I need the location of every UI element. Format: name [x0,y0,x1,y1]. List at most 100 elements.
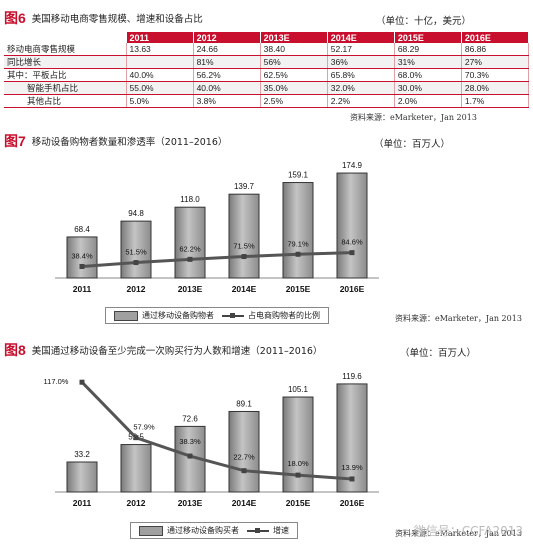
bar [282,182,314,279]
fig7-chart: 68.4 2011 94.8 2012 118.0 2013E 139.7 2014E 159.… [55,161,379,294]
legend-line-item: 占电商购物者的比例 [222,310,320,321]
line-point [349,476,355,482]
x-tick-label: 2016E [340,498,365,508]
fig7-header: 图7 移动设备购物者数量和渗透率（2011–2016） [4,133,227,149]
row-label: 智能手机占比 [4,81,127,95]
bar [66,461,98,493]
bar-value-label: 94.8 [128,209,144,218]
fig7-unit: （单位：百万人） [374,139,451,150]
bar [174,206,206,279]
line-value-label: 18.0% [287,459,309,468]
bar-value-label: 105.1 [288,385,309,394]
line-value-label: 13.9% [341,463,363,472]
legend-line-label: 增速 [273,526,289,535]
line-point [187,256,193,262]
table-header-cell: 2013E [260,32,328,43]
line-point [187,453,193,459]
bar-value-label: 159.1 [288,171,309,180]
table-row: 其他占比 5.0% 3.8% 2.5% 2.2% 2.0% 1.7% [4,94,530,108]
table-row: 智能手机占比 55.0% 40.0% 35.0% 32.0% 30.0% 28.0% [4,81,530,95]
line-value-label: 79.1% [287,239,309,248]
line-point [133,260,139,266]
table-cell: 55.0% [126,81,194,95]
line-value-label: 51.5% [125,248,147,257]
x-tick-label: 2014E [232,284,257,294]
table-header-cell: 2016E [461,32,530,43]
table-cell: 86.86 [461,43,530,56]
table-header-cell: 2014E [327,32,395,43]
table-row: 移动电商零售规模 13.63 24.66 38.40 52.17 68.29 86.86 [4,43,530,56]
line-marker-icon [222,312,244,318]
fig6-table: 2011 2012 2013E 2014E 2015E 2016E 移动电商零售规模 13.… [4,32,530,108]
line-value-label: 71.5% [233,242,255,251]
table-cell: 28.0% [461,81,530,95]
table-cell: 65.8% [327,68,395,82]
table-cell: 68.0% [394,68,462,82]
table-cell: 24.66 [193,43,261,56]
x-tick-label: 2011 [73,498,92,508]
x-tick-label: 2013E [178,284,203,294]
bar [120,444,152,493]
table-cell: 3.8% [193,94,261,108]
line-value-label: 22.7% [233,453,255,462]
fig6-title: 美国移动电商零售规模、增速和设备占比 [31,14,203,25]
table-row: 同比增长 81% 56% 36% 31% 27% [4,55,530,69]
fig6-header: 图6 美国移动电商零售规模、增速和设备占比 [4,10,203,26]
bar [66,236,98,279]
legend-bar-label: 通过移动设备购物者 [142,311,214,320]
fig7-tag: 图7 [4,133,26,149]
x-tick-label: 2012 [127,498,146,508]
x-tick-label: 2012 [127,284,146,294]
table-cell: 2.5% [260,94,328,108]
line-value-label: 38.4% [71,251,93,260]
legend-line-item: 增速 [247,525,289,536]
line-point [241,254,247,260]
bar [336,383,368,493]
fig8-unit: （单位：百万人） [400,348,477,359]
series-line [81,251,353,268]
line-marker-icon [247,527,269,533]
line-point [241,468,247,474]
fig8-source: 资料来源：eMarketer，Jan 2013 [395,529,522,538]
table-cell: 1.7% [461,94,530,108]
row-label: 其他占比 [4,94,127,108]
watermark-text: 微信号：CCFA2013 [413,524,523,538]
bar [228,410,260,493]
line-point [133,435,139,441]
line-point [79,263,85,269]
table-cell: 56% [260,55,328,69]
table-cell [126,55,194,69]
fig7-title: 移动设备购物者数量和渗透率（2011–2016） [31,137,228,148]
line-point [79,379,85,385]
legend-bar-item: 通过移动设备购物者 [114,310,214,321]
legend-line-label: 占电商购物者的比例 [248,311,320,320]
table-header-cell: 2011 [126,32,194,43]
table-cell: 2.0% [394,94,462,108]
bar [282,396,314,493]
table-cell: 36% [327,55,395,69]
fig6-unit: （单位：十亿，美元） [376,16,472,27]
table-cell: 38.40 [260,43,328,56]
table-cell: 62.5% [260,68,328,82]
table-cell: 40.0% [193,81,261,95]
bar-swatch-icon [114,310,138,321]
series-line [80,381,353,481]
row-label: 其中：平板占比 [4,68,127,82]
table-header-cell: 2015E [394,32,462,43]
table-cell: 56.2% [193,68,261,82]
bar-value-label: 119.6 [342,372,362,381]
line-value-label: 62.2% [179,244,201,253]
bar-value-label: 68.4 [74,225,90,234]
bar-value-label: 33.2 [74,450,90,459]
fig7-source: 资料来源：eMarketer，Jan 2013 [395,314,522,323]
bar-value-label: 72.6 [182,414,198,423]
x-tick-label: 2011 [73,284,92,294]
bar-value-label: 174.9 [342,161,363,170]
table-cell: 2.2% [327,94,395,108]
line-value-label: 84.6% [341,238,363,247]
table-cell: 32.0% [327,81,395,95]
fig8-tag: 图8 [4,342,26,358]
fig7-legend: 通过移动设备购物者 占电商购物者的比例 [105,307,329,324]
table-cell: 31% [394,55,462,69]
fig8-title: 美国通过移动设备至少完成一次购买行为人数和增速（2011–2016） [31,346,323,357]
